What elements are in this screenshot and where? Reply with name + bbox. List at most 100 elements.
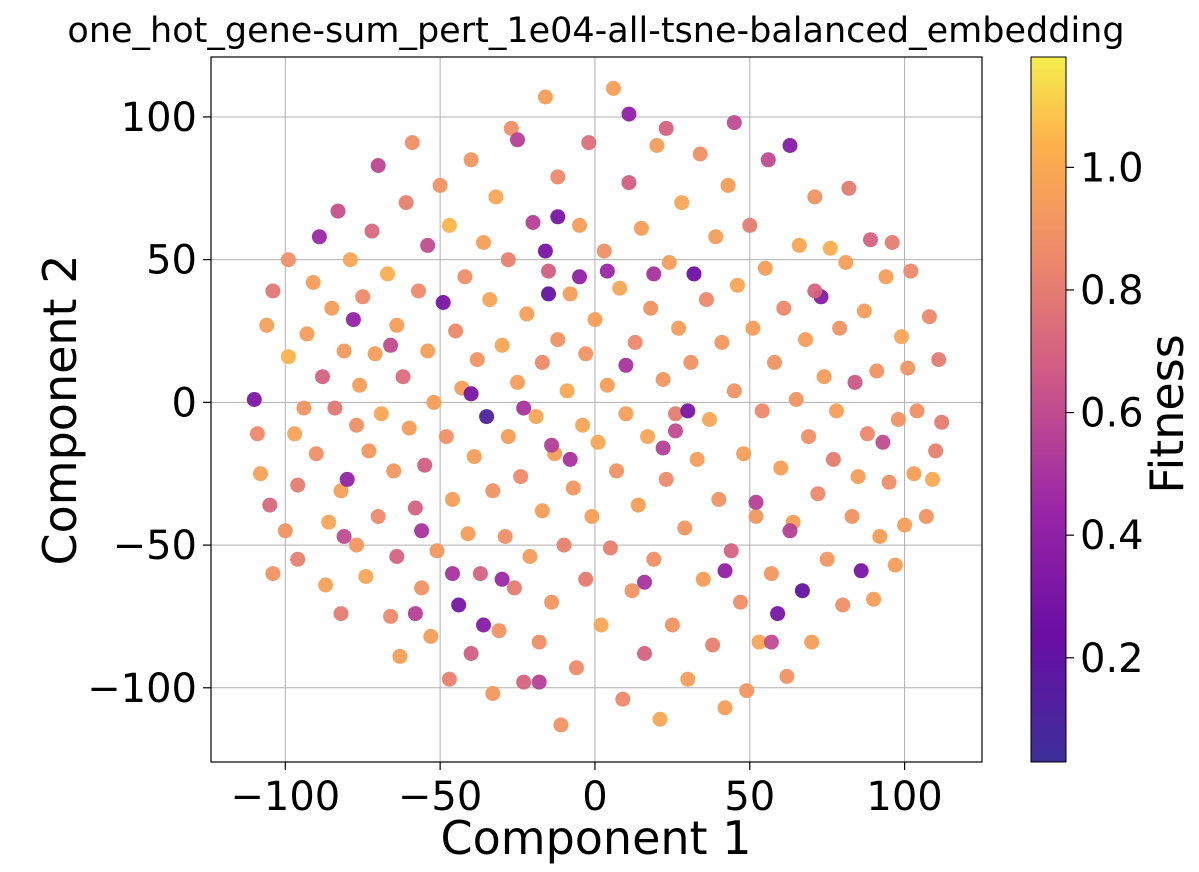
colorbar-tick-label-0: 0.2: [1080, 636, 1144, 682]
data-point-59: [429, 543, 445, 559]
data-point-87: [503, 120, 519, 136]
data-point-130: [627, 334, 643, 350]
data-point-235: [572, 269, 587, 285]
data-point-163: [729, 277, 745, 293]
data-point-151: [692, 146, 708, 162]
data-point-247: [445, 566, 460, 582]
data-point-83: [494, 337, 510, 353]
data-point-118: [590, 434, 606, 450]
data-point-248: [407, 606, 423, 622]
data-point-252: [494, 571, 510, 587]
x-tick-label-4: 100: [866, 774, 942, 820]
colorbar-ticks: 0.2 0.4 0.6 0.8 1.0: [1066, 145, 1144, 682]
y-axis-label: Component 2: [33, 255, 87, 566]
data-point-114: [578, 571, 594, 587]
data-point-80: [485, 686, 501, 701]
data-point-49: [401, 420, 417, 436]
y-tick-label-0: −100: [87, 666, 197, 712]
data-point-74: [469, 352, 485, 368]
data-point-99: [537, 89, 553, 105]
data-point-234: [562, 451, 578, 467]
data-point-166: [739, 683, 755, 699]
data-point-225: [928, 443, 944, 459]
data-point-37: [367, 346, 383, 362]
data-point-73: [466, 449, 482, 465]
data-point-149: [686, 266, 702, 282]
data-point-88: [506, 580, 522, 596]
data-point-34: [358, 569, 374, 584]
data-point-136: [646, 551, 662, 567]
data-point-28: [342, 252, 358, 268]
data-point-139: [655, 372, 671, 387]
data-point-6: [265, 283, 281, 299]
data-point-70: [460, 526, 476, 542]
plot-frame: [210, 56, 983, 763]
data-point-46: [392, 648, 408, 664]
data-point-186: [801, 429, 817, 445]
data-point-257: [763, 634, 779, 650]
data-point-162: [726, 383, 742, 399]
data-point-134: [640, 429, 656, 445]
data-point-196: [832, 320, 848, 336]
x-tick-label-0: −100: [230, 774, 340, 820]
data-point-176: [770, 606, 786, 622]
colorbar-tick-label-4: 1.0: [1080, 145, 1144, 191]
data-point-144: [671, 320, 687, 336]
data-point-249: [383, 337, 399, 353]
data-point-138: [652, 711, 668, 727]
data-point-35: [361, 443, 377, 459]
data-point-154: [702, 412, 717, 427]
data-point-258: [782, 523, 798, 539]
data-point-27: [339, 471, 355, 487]
data-point-75: [472, 566, 488, 582]
data-point-55: [420, 237, 436, 253]
data-point-92: [519, 306, 535, 322]
data-point-117: [587, 312, 603, 328]
data-point-43: [386, 463, 402, 479]
data-point-131: [630, 497, 646, 513]
data-point-1: [249, 426, 265, 442]
data-point-220: [906, 466, 922, 482]
data-point-164: [733, 594, 748, 610]
data-point-20: [321, 514, 337, 530]
data-point-231: [463, 386, 479, 402]
data-point-4: [265, 566, 281, 582]
data-point-32: [352, 377, 368, 393]
data-point-126: [615, 691, 631, 707]
data-point-64: [441, 217, 457, 233]
data-point-53: [414, 580, 430, 596]
data-point-16: [308, 446, 324, 462]
data-point-90: [513, 469, 529, 485]
data-point-172: [757, 260, 773, 276]
data-point-182: [788, 392, 804, 407]
data-point-233: [544, 437, 560, 453]
y-axis: −100 −50 0 50 100: [87, 95, 211, 712]
data-point-105: [553, 717, 569, 733]
data-point-178: [776, 300, 792, 316]
data-point-259: [807, 283, 823, 299]
data-point-222: [918, 509, 934, 524]
data-point-156: [708, 229, 724, 245]
data-point-69: [457, 269, 473, 285]
data-point-127: [618, 406, 634, 422]
data-point-60: [432, 177, 448, 193]
data-point-214: [887, 557, 903, 573]
data-point-212: [881, 474, 897, 490]
data-point-132: [633, 220, 649, 236]
data-point-19: [318, 577, 334, 593]
data-point-223: [921, 309, 937, 325]
data-point-184: [794, 583, 810, 599]
x-tick-label-1: −50: [398, 774, 482, 820]
data-point-63: [441, 671, 457, 687]
x-axis-label: Component 1: [441, 811, 752, 865]
data-point-22: [327, 400, 343, 416]
data-point-100: [541, 263, 556, 279]
data-point-217: [897, 517, 913, 533]
data-point-98: [534, 503, 550, 519]
data-point-135: [643, 300, 659, 316]
data-point-119: [593, 617, 609, 633]
data-point-198: [838, 255, 854, 270]
data-point-160: [720, 177, 736, 193]
colorbar-tick-label-2: 0.6: [1080, 391, 1144, 437]
data-point-171: [754, 403, 770, 419]
